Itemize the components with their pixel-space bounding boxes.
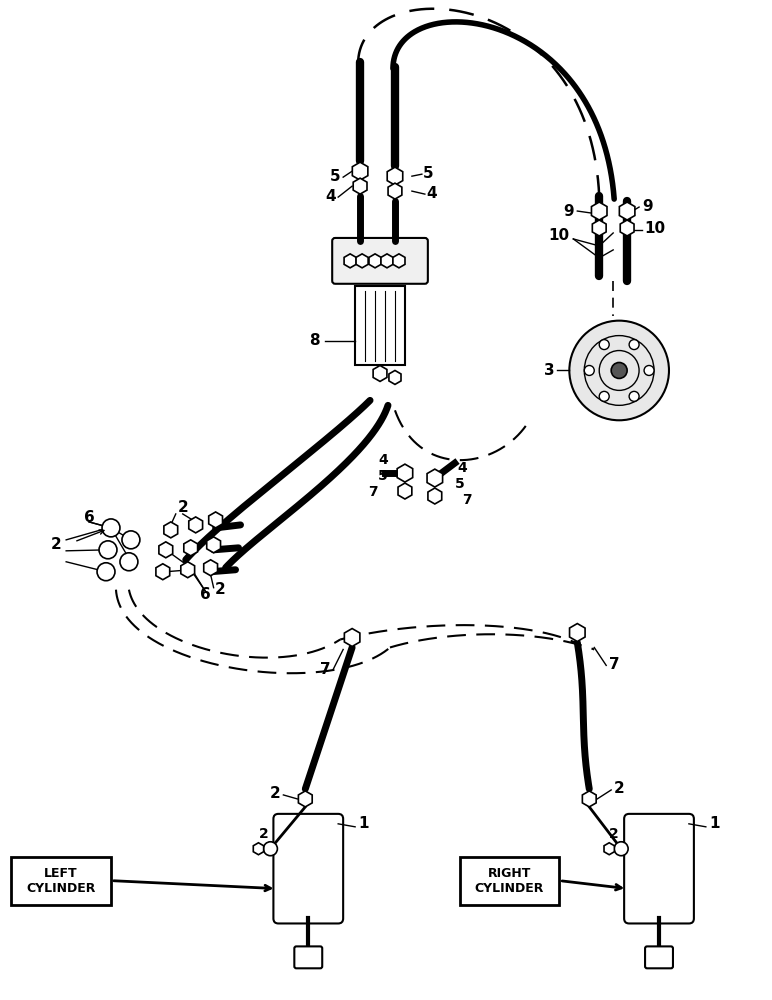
FancyBboxPatch shape (332, 238, 428, 284)
FancyBboxPatch shape (273, 814, 344, 923)
Text: 6: 6 (83, 510, 94, 525)
FancyBboxPatch shape (12, 857, 111, 905)
Text: 4: 4 (378, 453, 388, 467)
Text: 7: 7 (368, 485, 378, 499)
Text: 4: 4 (426, 186, 437, 201)
Text: 7: 7 (320, 662, 330, 677)
Text: 10: 10 (644, 221, 665, 236)
Circle shape (97, 563, 115, 581)
Text: 7: 7 (609, 657, 620, 672)
Text: 6: 6 (200, 587, 211, 602)
Text: 5: 5 (455, 477, 465, 491)
Circle shape (615, 842, 628, 856)
Text: 1: 1 (709, 816, 720, 831)
Text: 7: 7 (462, 493, 472, 507)
Circle shape (629, 391, 639, 401)
Circle shape (644, 365, 654, 375)
Circle shape (569, 321, 669, 420)
Text: 2: 2 (269, 786, 280, 801)
Circle shape (102, 519, 120, 537)
Text: 5: 5 (330, 169, 340, 184)
Text: 1: 1 (358, 816, 368, 831)
Circle shape (584, 365, 594, 375)
Text: 4: 4 (325, 189, 336, 204)
Text: 2: 2 (609, 827, 619, 841)
FancyBboxPatch shape (294, 946, 322, 968)
Text: 2: 2 (51, 537, 62, 552)
FancyBboxPatch shape (645, 946, 673, 968)
Text: 5: 5 (378, 469, 388, 483)
Text: 4: 4 (458, 461, 468, 475)
Text: 9: 9 (642, 199, 652, 214)
Text: 2: 2 (178, 500, 188, 515)
Text: 10: 10 (548, 228, 569, 243)
Text: 2: 2 (215, 582, 226, 597)
Circle shape (599, 391, 609, 401)
Bar (355, 286, 405, 365)
Circle shape (120, 553, 138, 571)
Text: 5: 5 (422, 166, 433, 181)
Circle shape (629, 340, 639, 350)
Circle shape (122, 531, 140, 549)
Text: 2: 2 (259, 827, 269, 841)
FancyBboxPatch shape (624, 814, 694, 923)
Text: RIGHT
CYLINDER: RIGHT CYLINDER (475, 867, 544, 895)
Text: 9: 9 (564, 204, 574, 219)
Text: 2: 2 (615, 781, 625, 796)
Circle shape (99, 541, 117, 559)
Circle shape (263, 842, 277, 856)
Circle shape (599, 340, 609, 350)
Text: 8: 8 (310, 333, 320, 348)
FancyBboxPatch shape (460, 857, 560, 905)
Circle shape (611, 362, 627, 378)
Text: 3: 3 (543, 363, 554, 378)
Text: LEFT
CYLINDER: LEFT CYLINDER (26, 867, 96, 895)
